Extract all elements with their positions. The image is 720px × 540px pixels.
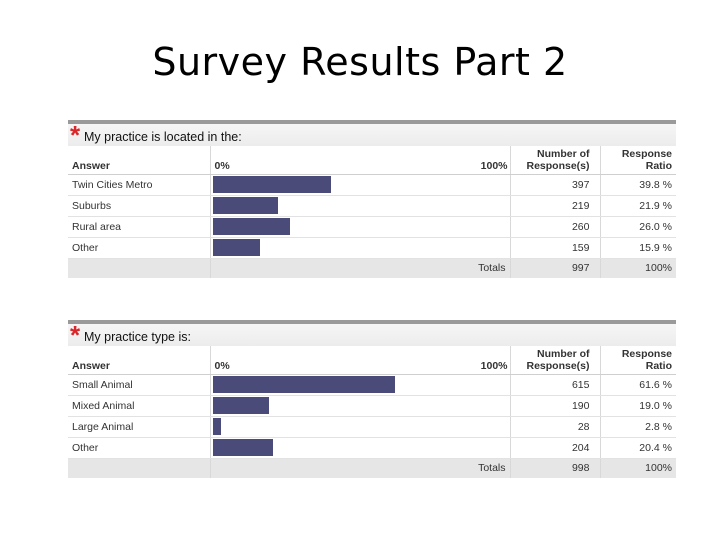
table-row: Small Animal 615 61.6 % (68, 374, 676, 396)
answer-label: Small Animal (68, 374, 211, 396)
bar-track (211, 418, 511, 435)
question-header: * My practice is located in the: (68, 120, 676, 150)
response-ratio: 19.0 % (600, 395, 676, 417)
totals-label: Totals (210, 458, 511, 478)
response-count: 260 (510, 216, 601, 238)
response-count: 28 (510, 416, 601, 438)
response-count: 219 (510, 195, 601, 217)
bar-track (211, 218, 511, 235)
bar-track (211, 376, 511, 393)
slide-title: Survey Results Part 2 (152, 40, 568, 84)
table-row: Suburbs 219 21.9 % (68, 195, 676, 217)
question-text: My practice is located in the: (84, 130, 242, 144)
response-bar (212, 418, 221, 435)
count-header: Number of Response(s) (510, 346, 601, 375)
survey-location: * My practice is located in the: Answer … (68, 120, 676, 278)
table-row: Other 204 20.4 % (68, 437, 676, 459)
response-count: 190 (510, 395, 601, 417)
totals-count: 997 (510, 258, 601, 278)
scale-hundred-label: 100% (480, 359, 508, 372)
response-ratio: 21.9 % (600, 195, 676, 217)
survey-practice-type: * My practice type is: Answer 0% 100% Nu… (68, 320, 676, 478)
header-row: Answer 0% 100% Number of Response(s) Res… (68, 346, 676, 375)
answer-label: Mixed Animal (68, 395, 211, 417)
bar-track (211, 397, 511, 414)
bar-track (211, 239, 511, 256)
answer-label: Rural area (68, 216, 211, 238)
table-row: Other 159 15.9 % (68, 237, 676, 259)
response-ratio: 20.4 % (600, 437, 676, 459)
response-bar (212, 239, 260, 256)
ratio-header: Response Ratio (600, 146, 676, 175)
required-asterisk-icon: * (70, 120, 81, 150)
header-row: Answer 0% 100% Number of Response(s) Res… (68, 146, 676, 175)
response-count: 615 (510, 374, 601, 396)
scale-zero-label: 0% (214, 359, 230, 372)
totals-ratio: 100% (600, 258, 676, 278)
response-bar (212, 397, 269, 414)
ratio-header: Response Ratio (600, 346, 676, 375)
response-ratio: 15.9 % (600, 237, 676, 259)
count-header: Number of Response(s) (510, 146, 601, 175)
bar-scale-header: 0% 100% (210, 146, 511, 175)
question-header: * My practice type is: (68, 320, 676, 350)
totals-count: 998 (510, 458, 601, 478)
table-row: Rural area 260 26.0 % (68, 216, 676, 238)
totals-row: Totals 998 100% (68, 458, 676, 478)
required-asterisk-icon: * (70, 320, 81, 350)
answer-header: Answer (68, 146, 211, 175)
results-table: Answer 0% 100% Number of Response(s) Res… (68, 146, 676, 278)
response-ratio: 61.6 % (600, 374, 676, 396)
question-text: My practice type is: (84, 330, 191, 344)
bar-scale-header: 0% 100% (210, 346, 511, 375)
answer-label: Twin Cities Metro (68, 174, 211, 196)
response-bar (212, 376, 395, 393)
answer-label: Large Animal (68, 416, 211, 438)
bar-track (211, 197, 511, 214)
answer-label: Suburbs (68, 195, 211, 217)
totals-row: Totals 997 100% (68, 258, 676, 278)
totals-ratio: 100% (600, 458, 676, 478)
response-bar (212, 197, 278, 214)
scale-zero-label: 0% (214, 159, 230, 172)
scale-hundred-label: 100% (480, 159, 508, 172)
response-bar (212, 218, 290, 235)
totals-label: Totals (210, 258, 511, 278)
response-bar (212, 439, 273, 456)
table-row: Mixed Animal 190 19.0 % (68, 395, 676, 417)
table-row: Large Animal 28 2.8 % (68, 416, 676, 438)
response-ratio: 39.8 % (600, 174, 676, 196)
bar-track (211, 176, 511, 193)
response-ratio: 2.8 % (600, 416, 676, 438)
response-bar (212, 176, 331, 193)
bar-track (211, 439, 511, 456)
results-table: Answer 0% 100% Number of Response(s) Res… (68, 346, 676, 478)
response-count: 397 (510, 174, 601, 196)
answer-header: Answer (68, 346, 211, 375)
response-ratio: 26.0 % (600, 216, 676, 238)
response-count: 159 (510, 237, 601, 259)
response-count: 204 (510, 437, 601, 459)
table-row: Twin Cities Metro 397 39.8 % (68, 174, 676, 196)
answer-label: Other (68, 237, 211, 259)
answer-label: Other (68, 437, 211, 459)
